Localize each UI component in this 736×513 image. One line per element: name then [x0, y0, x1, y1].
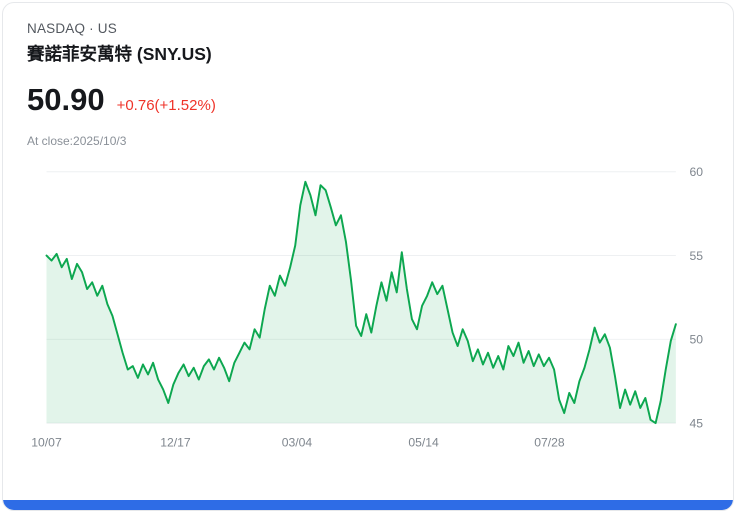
svg-text:60: 60: [689, 165, 703, 179]
bottom-accent-bar[interactable]: [3, 500, 733, 510]
price-row: 50.90 +0.76(+1.52%): [27, 82, 709, 118]
svg-text:55: 55: [689, 249, 703, 263]
price-change: +0.76(+1.52%): [116, 97, 216, 114]
price-chart[interactable]: 60 55 50 45 10/07 12/17 03/04 05/14 07/28: [27, 162, 709, 456]
price-chart-svg: 60 55 50 45 10/07 12/17 03/04 05/14 07/28: [31, 165, 703, 449]
last-price: 50.90: [27, 82, 105, 117]
svg-text:50: 50: [689, 333, 703, 347]
svg-text:45: 45: [689, 416, 703, 430]
svg-text:03/04: 03/04: [282, 435, 313, 449]
svg-text:10/07: 10/07: [31, 435, 62, 449]
svg-text:05/14: 05/14: [408, 435, 439, 449]
svg-text:12/17: 12/17: [160, 435, 191, 449]
stock-title: 賽諾菲安萬特 (SNY.US): [27, 44, 212, 64]
close-time: At close:2025/10/3: [27, 134, 127, 148]
exchange-label: NASDAQ · US: [27, 21, 117, 36]
svg-text:07/28: 07/28: [534, 435, 565, 449]
